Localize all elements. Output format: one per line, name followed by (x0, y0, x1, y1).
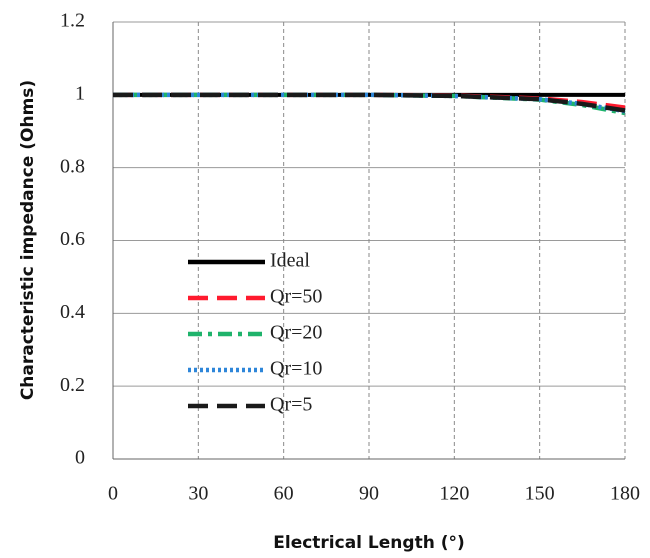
plot-lines (113, 92, 626, 116)
legend-label: Qr=5 (270, 394, 312, 416)
y-tick-label: 0.2 (60, 374, 85, 396)
x-tick-label: 30 (188, 483, 208, 505)
y-tick-label: 1 (75, 82, 85, 104)
legend-label: Qr=20 (270, 322, 322, 344)
y-tick-label: 0.6 (60, 228, 85, 250)
y-tick-label: 0 (75, 447, 85, 469)
y-axis-title: Characteristic impedance (Ohms) (18, 80, 38, 400)
y-tick-label: 1.2 (60, 10, 85, 32)
series-line (113, 92, 626, 113)
legend: Ideal Qr=50 Qr=20 Qr=10 Qr=5 (188, 250, 322, 416)
y-tick-label: 0.4 (60, 301, 85, 323)
legend-label: Ideal (270, 250, 310, 272)
x-tick-label: 180 (610, 483, 640, 505)
x-axis-title: Electrical Length (°) (273, 533, 465, 553)
y-tick-label: 0.8 (60, 155, 85, 177)
series-line (113, 92, 626, 114)
labels: 0 0.2 0.4 0.6 0.8 1 1.2 0 30 60 90 120 150 180 (60, 10, 640, 505)
x-tick-label: 60 (274, 483, 294, 505)
x-tick-label: 120 (439, 483, 469, 505)
x-tick-label: 0 (108, 483, 118, 505)
legend-label: Qr=10 (270, 358, 322, 380)
x-tick-label: 90 (359, 483, 379, 505)
x-tick-label: 150 (525, 483, 555, 505)
legend-label: Qr=50 (270, 286, 322, 308)
